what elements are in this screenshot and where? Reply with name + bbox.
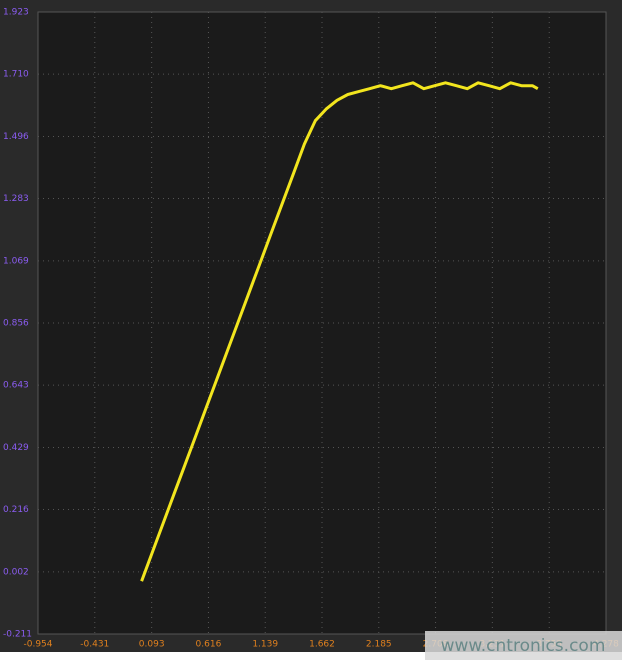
- y-tick-label: 1.923: [3, 8, 29, 18]
- x-tick-label: 0.093: [139, 640, 165, 650]
- x-tick-label: 1.139: [252, 640, 278, 650]
- y-tick-label: 1.710: [3, 70, 29, 80]
- y-tick-label: 0.643: [3, 381, 29, 391]
- data-line: [140, 81, 539, 582]
- watermark-box: [425, 631, 622, 660]
- x-tick-label: -0.431: [80, 640, 109, 650]
- y-tick-label: -0.211: [3, 630, 32, 640]
- y-tick-label: 1.283: [3, 194, 29, 204]
- watermark: www.cntronics.com: [441, 636, 606, 656]
- y-tick-label: 0.002: [3, 567, 29, 577]
- marks: [140, 81, 539, 582]
- y-tick-label: 0.216: [3, 505, 29, 515]
- x-tick-label: 0.616: [196, 640, 222, 650]
- y-tick-label: 1.496: [3, 132, 29, 142]
- x-tick-label: -0.954: [23, 640, 52, 650]
- y-tick-label: 0.429: [3, 443, 29, 453]
- y-tick-label: 0.856: [3, 319, 29, 329]
- grid: [37, 11, 607, 635]
- y-tick-label: 1.069: [3, 256, 29, 266]
- x-tick-label: 1.662: [309, 640, 335, 650]
- x-tick-label: 2.185: [366, 640, 392, 650]
